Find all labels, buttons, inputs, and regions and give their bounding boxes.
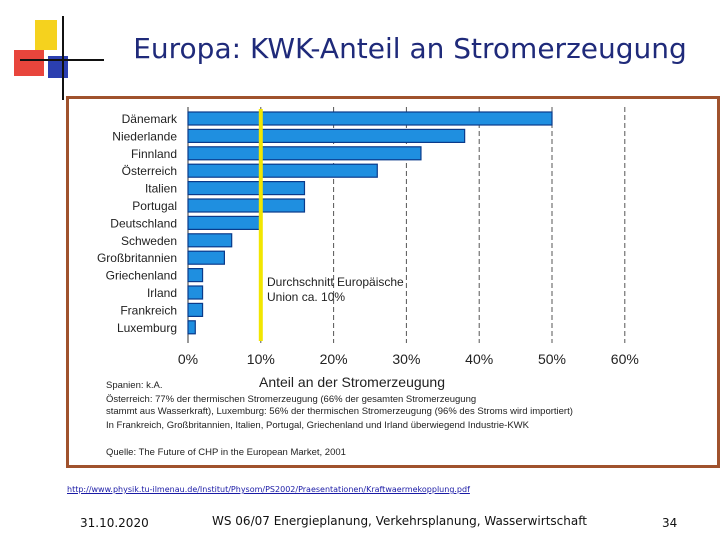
x-tick-label: 40% bbox=[465, 351, 493, 367]
x-axis-title: Anteil an der Stromerzeugung bbox=[259, 374, 445, 390]
page-number: 34 bbox=[662, 516, 678, 530]
category-label: Großbritannien bbox=[97, 251, 177, 265]
x-tick-label: 10% bbox=[247, 351, 275, 367]
category-label: Griechenland bbox=[106, 269, 177, 283]
category-label: Schweden bbox=[121, 234, 177, 248]
x-tick-label: 30% bbox=[392, 351, 420, 367]
category-label: Luxemburg bbox=[117, 321, 177, 335]
bar bbox=[187, 233, 233, 248]
chart-panel: 0% 10% 20% 30% 40% 50% 60% Dänemark Niederlande F… bbox=[66, 96, 720, 468]
category-label: Deutschland bbox=[110, 216, 177, 230]
category-label: Niederlande bbox=[112, 129, 177, 143]
bar bbox=[187, 215, 262, 231]
category-label: Italien bbox=[145, 182, 177, 196]
category-label: Dänemark bbox=[122, 112, 178, 126]
bar bbox=[187, 180, 306, 196]
footer-course: WS 06/07 Energieplanung, Verkehrsplanung… bbox=[212, 514, 587, 528]
bar bbox=[187, 302, 204, 317]
bar bbox=[187, 146, 422, 161]
category-label: Irland bbox=[147, 286, 177, 300]
deco-horizontal-line bbox=[20, 59, 104, 61]
bar bbox=[187, 128, 466, 143]
bar bbox=[187, 285, 204, 300]
chart-note: In Frankreich, Großbritannien, Italien, … bbox=[106, 420, 530, 431]
deco-red-square bbox=[14, 50, 44, 76]
average-label-line1: Durchschnitt Europäische bbox=[267, 275, 404, 289]
bar bbox=[187, 268, 204, 283]
category-label: Österreich bbox=[122, 164, 177, 178]
bar bbox=[187, 163, 378, 178]
x-tick-label: 0% bbox=[178, 351, 198, 367]
x-tick-label: 50% bbox=[538, 351, 566, 367]
deco-vertical-line bbox=[62, 16, 64, 100]
category-label: Frankreich bbox=[120, 303, 177, 317]
category-label: Finnland bbox=[131, 147, 177, 161]
chart-note: Spanien: k.A. bbox=[106, 380, 163, 391]
source-link[interactable]: http://www.physik.tu-ilmenau.de/Institut… bbox=[67, 485, 470, 494]
bar bbox=[187, 250, 226, 265]
average-label-line2: Union ca. 10% bbox=[267, 290, 345, 304]
chart-note: stammt aus Wasserkraft), Luxemburg: 56% … bbox=[106, 406, 573, 417]
deco-yellow-square bbox=[35, 20, 57, 50]
chart-source-note: Quelle: The Future of CHP in the Europea… bbox=[106, 447, 346, 458]
category-label: Portugal bbox=[132, 199, 177, 213]
bar bbox=[187, 111, 553, 126]
footer-date: 31.10.2020 bbox=[80, 516, 149, 530]
x-tick-label: 60% bbox=[611, 351, 639, 367]
x-tick-label: 20% bbox=[320, 351, 348, 367]
bar bbox=[187, 198, 306, 213]
bar bbox=[187, 320, 196, 335]
chart-note: Österreich: 77% der thermischen Stromerz… bbox=[106, 394, 476, 405]
chart-svg: 0% 10% 20% 30% 40% 50% 60% Dänemark Niederlande F… bbox=[97, 107, 639, 458]
slide-title: Europa: KWK-Anteil an Stromerzeugung bbox=[133, 32, 687, 65]
